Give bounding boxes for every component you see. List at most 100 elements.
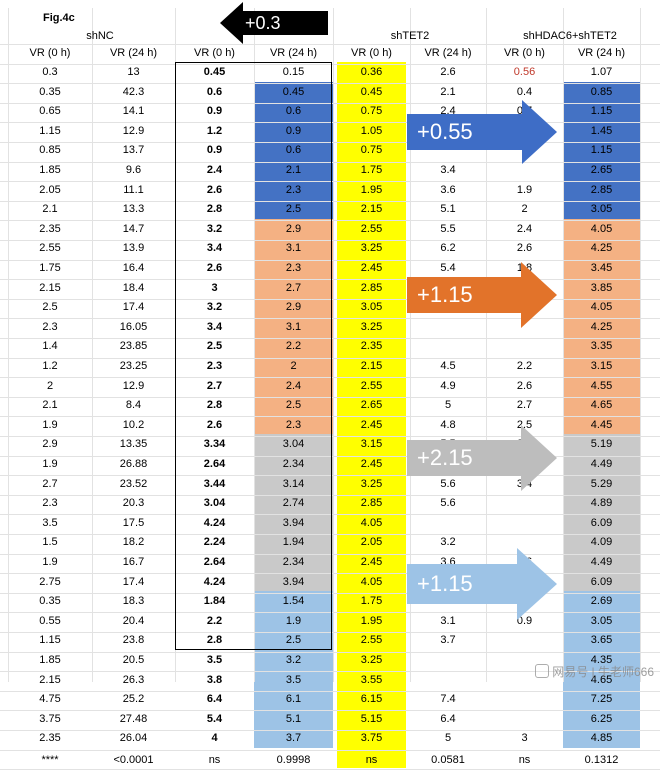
table-cell: 10.2 <box>122 418 145 431</box>
table-cell: 27.48 <box>119 712 148 725</box>
table-cell: 2.3 <box>206 360 223 372</box>
arrow-label: +2.15 <box>417 445 473 470</box>
table-cell: 2.5 <box>206 340 223 353</box>
table-cell: 2.6 <box>440 66 456 78</box>
grid-hline <box>0 534 660 535</box>
grid-hline <box>0 436 660 437</box>
table-cell <box>486 513 563 533</box>
table-cell: 2.35 <box>360 340 383 353</box>
grid-hline <box>0 200 660 202</box>
table-cell: 3.05 <box>590 203 613 216</box>
table-cell: 6.09 <box>590 516 613 529</box>
stats-cell: 0.1312 <box>584 754 619 766</box>
arrow-label: +0.55 <box>417 119 473 144</box>
table-cell: 4.05 <box>360 575 383 588</box>
table-cell: 2.7 <box>42 477 58 490</box>
table-cell: 23.8 <box>122 634 145 647</box>
grid-vline <box>410 8 411 682</box>
arrow-right-icon: +1.15 <box>407 262 557 328</box>
table-cell <box>486 493 563 513</box>
table-cell: 6.15 <box>360 693 383 706</box>
grid-vline <box>8 8 9 682</box>
table-cell: 2.55 <box>360 222 383 235</box>
table-cell: 5.4 <box>206 712 223 725</box>
table-cell: 2.85 <box>590 183 613 196</box>
table-cell: 2.45 <box>360 418 383 431</box>
table-cell: 3.35 <box>590 340 613 353</box>
table-cell: 4 <box>211 732 218 745</box>
table-cell: 1.4 <box>42 340 58 353</box>
table-cell: 25.2 <box>122 693 145 706</box>
table-cell: 2.5 <box>285 203 302 216</box>
table-cell <box>410 336 486 356</box>
table-cell: 2.15 <box>360 203 383 216</box>
table-cell: 2.2 <box>516 360 533 372</box>
table-cell <box>486 336 563 356</box>
table-cell: 7.25 <box>590 693 613 706</box>
table-cell: 0.85 <box>39 144 61 157</box>
table-cell: 2.9 <box>285 301 302 314</box>
table-cell <box>486 709 563 729</box>
table-cell: 2.1 <box>440 85 456 98</box>
table-cell: 5.29 <box>590 477 613 490</box>
table-cell: 3.25 <box>360 242 383 255</box>
table-cell: 5.5 <box>440 222 456 235</box>
table-cell: 3.2 <box>206 222 223 235</box>
table-cell: 5.1 <box>285 712 302 725</box>
table-cell: 20.4 <box>122 614 145 627</box>
table-cell: 2.7 <box>285 281 302 294</box>
table-cell: 4.9 <box>440 379 456 392</box>
table-cell <box>410 650 486 670</box>
table-cell: 3.7 <box>440 634 456 647</box>
table-cell: 2.5 <box>285 634 302 647</box>
table-cell: 16.4 <box>122 262 145 274</box>
table-cell: 2.2 <box>285 340 302 353</box>
table-cell: 3.15 <box>360 438 383 451</box>
table-cell: 2.35 <box>39 222 61 235</box>
grid-hline <box>0 279 660 281</box>
table-cell: 0.9 <box>516 614 533 627</box>
watermark-text: 网易号 | 牛老师666 <box>552 665 654 679</box>
column-header: VR (0 h) <box>194 47 235 59</box>
table-cell <box>410 513 486 533</box>
table-cell: 2.3 <box>285 262 302 274</box>
grid-hline <box>0 142 660 143</box>
table-cell: 6.4 <box>440 712 456 725</box>
table-cell: 2.7 <box>206 379 223 392</box>
table-cell: 5.1 <box>440 203 456 216</box>
grid-hline <box>0 416 660 418</box>
table-cell: 0.3 <box>42 66 58 78</box>
table-cell: 2.24 <box>203 536 226 549</box>
table-cell: 3.34 <box>203 438 226 451</box>
table-cell: 3.4 <box>440 164 456 176</box>
table-cell: 5 <box>444 399 452 412</box>
table-cell: 0.85 <box>590 85 613 98</box>
table-cell: 7.4 <box>440 693 456 706</box>
table-cell: 13.9 <box>122 242 145 255</box>
grid-hline <box>0 240 660 241</box>
table-cell: 1.9 <box>42 556 58 568</box>
band-col8-2 <box>563 434 640 592</box>
table-cell: 3.65 <box>590 634 613 647</box>
table-cell: 2.85 <box>360 281 383 294</box>
grid-vline <box>486 8 487 682</box>
yellow-column <box>337 62 406 768</box>
table-cell: 3.94 <box>282 516 305 529</box>
table-cell: 2.9 <box>42 438 58 451</box>
table-cell: 6.09 <box>590 575 613 588</box>
table-cell: 0.35 <box>39 85 61 98</box>
table-cell: 2.1 <box>285 164 302 176</box>
table-cell: 3.25 <box>360 320 383 333</box>
table-cell: 3.25 <box>360 654 383 666</box>
table-cell: 3.44 <box>203 477 226 490</box>
stats-cell: <0.0001 <box>113 754 154 766</box>
table-cell: 1.75 <box>39 262 61 274</box>
grid-vline <box>333 8 334 682</box>
table-cell: 0.55 <box>39 614 61 627</box>
table-cell: 0.9 <box>206 105 223 118</box>
table-cell: 2.9 <box>285 222 302 235</box>
table-cell: 9.6 <box>125 164 142 176</box>
table-cell: 2.05 <box>360 536 383 549</box>
table-cell: 17.4 <box>122 575 145 588</box>
table-cell: 4.8 <box>440 418 456 431</box>
